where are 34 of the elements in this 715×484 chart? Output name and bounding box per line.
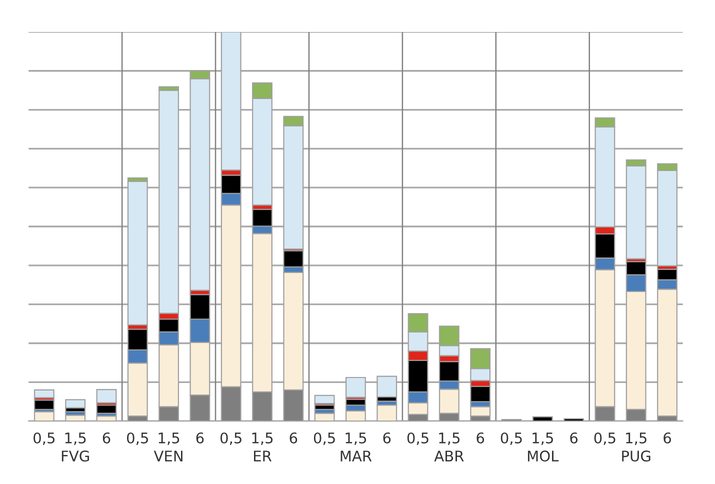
x-tick-label: 1,5	[439, 432, 460, 445]
bar	[34, 389, 54, 398]
text: VEN	[154, 450, 182, 462]
x-tick-label: 6	[102, 432, 110, 444]
x-tick-label: 6	[383, 432, 391, 444]
x-tick-label: 0,5	[407, 432, 428, 445]
x-tick-label: 0,5	[500, 432, 522, 445]
text: PUG	[622, 450, 650, 462]
x-tick-label: 6	[476, 432, 484, 444]
x-tick-label: 6	[290, 432, 298, 444]
x-tick-label: 1,5	[532, 432, 553, 445]
x-tick-label: 6	[196, 432, 204, 444]
x-tick-label: 0,5	[594, 432, 616, 445]
x-tick-label: 6	[664, 432, 671, 444]
text: FVG	[62, 450, 89, 462]
x-tick-label: 1,5	[158, 432, 180, 445]
x-tick-label: 0,5	[220, 432, 242, 445]
x-tick-label: 1,5	[252, 432, 273, 445]
x-tick-label: 0,5	[127, 432, 148, 445]
bar	[96, 404, 117, 414]
text: MAR	[340, 450, 372, 462]
text: MOL	[528, 450, 559, 462]
bar	[65, 399, 86, 408]
bar	[96, 389, 117, 404]
x-tick-label: 1,5	[626, 432, 646, 445]
bar	[34, 400, 54, 410]
x-tick-label: 6	[570, 432, 578, 444]
x-tick-label: 1,5	[65, 432, 86, 445]
x-tick-label: 0,5	[34, 432, 54, 445]
text: ER	[254, 450, 272, 462]
bar	[470, 406, 491, 417]
text: ABR	[434, 450, 464, 462]
x-tick-label: 1,5	[346, 432, 366, 445]
x-tick-label: 0,5	[314, 432, 335, 445]
